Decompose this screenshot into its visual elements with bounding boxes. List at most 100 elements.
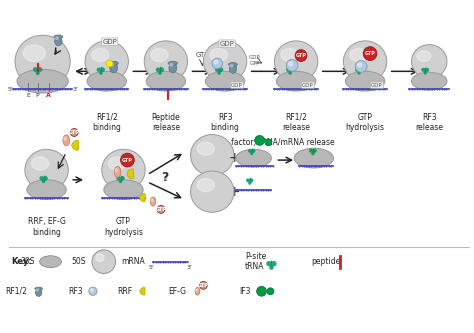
Text: Peptide
release: Peptide release <box>152 113 180 132</box>
Circle shape <box>256 286 266 296</box>
Text: +: + <box>228 185 240 199</box>
Text: mRNA: mRNA <box>121 257 145 266</box>
Circle shape <box>101 68 105 72</box>
Circle shape <box>255 136 264 145</box>
Ellipse shape <box>344 41 387 82</box>
Circle shape <box>248 149 252 153</box>
Ellipse shape <box>196 289 198 291</box>
Text: GTP: GTP <box>196 52 209 58</box>
Ellipse shape <box>236 149 272 167</box>
Circle shape <box>359 68 363 72</box>
Ellipse shape <box>350 48 367 62</box>
Ellipse shape <box>40 256 61 268</box>
Circle shape <box>157 205 165 213</box>
Circle shape <box>119 180 122 183</box>
Ellipse shape <box>87 71 127 91</box>
Text: GDP: GDP <box>231 83 243 88</box>
Text: GDP: GDP <box>371 83 383 88</box>
Text: 50S: 50S <box>72 257 86 266</box>
Circle shape <box>36 71 39 75</box>
Text: 30S: 30S <box>20 257 35 266</box>
Text: GDP: GDP <box>219 41 235 47</box>
Text: A: A <box>46 94 51 99</box>
Circle shape <box>215 68 219 72</box>
Circle shape <box>289 62 292 66</box>
Ellipse shape <box>151 199 153 201</box>
Ellipse shape <box>276 71 316 91</box>
Ellipse shape <box>203 41 247 82</box>
Circle shape <box>214 60 218 64</box>
Text: RF1/2
release: RF1/2 release <box>282 113 310 132</box>
Circle shape <box>96 254 104 262</box>
Circle shape <box>357 71 361 75</box>
Ellipse shape <box>168 61 178 65</box>
Ellipse shape <box>144 41 188 82</box>
Text: peptide: peptide <box>311 257 340 266</box>
Text: IF3: IF3 <box>239 287 251 296</box>
Circle shape <box>355 61 367 72</box>
Text: GTP: GTP <box>155 207 166 212</box>
Circle shape <box>286 60 298 71</box>
Text: RF3: RF3 <box>68 287 83 296</box>
Circle shape <box>424 71 427 74</box>
Text: factor, tRNA/mRNA release: factor, tRNA/mRNA release <box>231 138 335 147</box>
Ellipse shape <box>15 35 70 88</box>
Ellipse shape <box>229 64 237 73</box>
Circle shape <box>156 68 160 72</box>
Text: GTP: GTP <box>198 283 209 288</box>
Circle shape <box>120 176 125 180</box>
Text: tRNA: tRNA <box>245 262 264 271</box>
Circle shape <box>295 50 307 62</box>
Circle shape <box>358 63 362 67</box>
Circle shape <box>33 67 38 72</box>
Text: RF3
binding: RF3 binding <box>210 113 239 132</box>
Circle shape <box>44 176 47 180</box>
Text: RRF: RRF <box>117 287 132 296</box>
Ellipse shape <box>191 135 234 176</box>
Polygon shape <box>140 287 145 295</box>
Ellipse shape <box>146 71 186 91</box>
Ellipse shape <box>36 289 42 296</box>
Ellipse shape <box>102 149 145 190</box>
Circle shape <box>89 287 97 295</box>
Ellipse shape <box>150 197 156 206</box>
Ellipse shape <box>31 157 49 170</box>
Circle shape <box>42 180 45 183</box>
Ellipse shape <box>294 148 334 168</box>
Ellipse shape <box>108 157 126 170</box>
Ellipse shape <box>36 289 39 291</box>
Ellipse shape <box>210 48 227 62</box>
Circle shape <box>248 182 251 184</box>
Text: E: E <box>26 94 30 99</box>
Ellipse shape <box>54 35 63 39</box>
Text: RF3
release: RF3 release <box>415 113 443 132</box>
Circle shape <box>355 68 359 72</box>
Text: RF1/2: RF1/2 <box>5 287 27 296</box>
Circle shape <box>120 153 134 167</box>
Polygon shape <box>127 169 134 179</box>
Polygon shape <box>72 140 79 150</box>
Text: RRF, EF-G
binding: RRF, EF-G binding <box>27 217 65 237</box>
Text: GTP: GTP <box>296 53 307 58</box>
Polygon shape <box>140 193 145 202</box>
Text: GTP
hydrolysis: GTP hydrolysis <box>104 217 143 237</box>
Circle shape <box>218 71 221 75</box>
Circle shape <box>425 68 429 72</box>
Ellipse shape <box>110 64 114 66</box>
Ellipse shape <box>64 137 66 141</box>
Ellipse shape <box>27 180 66 199</box>
Ellipse shape <box>109 63 118 73</box>
Circle shape <box>99 71 102 75</box>
Text: 5': 5' <box>148 265 154 270</box>
Circle shape <box>290 68 294 72</box>
Text: GDP: GDP <box>302 83 314 88</box>
Ellipse shape <box>23 45 46 62</box>
Text: GTP: GTP <box>365 51 375 56</box>
Ellipse shape <box>228 63 237 66</box>
Text: GTP: GTP <box>122 158 133 163</box>
Text: P-site: P-site <box>245 252 266 261</box>
Ellipse shape <box>115 168 118 172</box>
Text: 5': 5' <box>7 87 13 92</box>
Ellipse shape <box>197 142 214 155</box>
Circle shape <box>289 71 292 75</box>
